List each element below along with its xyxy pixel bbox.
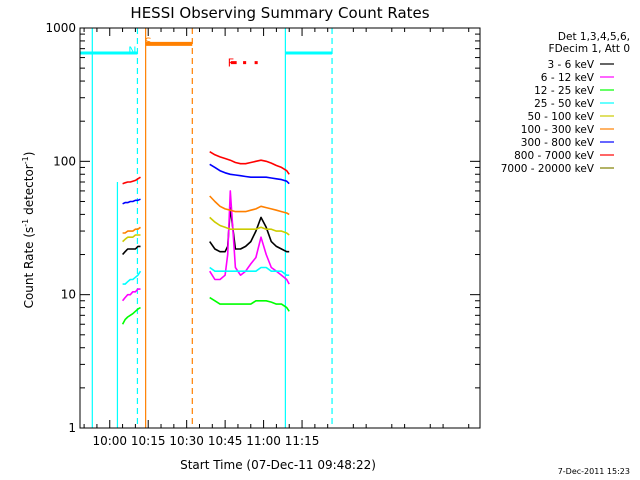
- series-line-7-segment2: [209, 151, 290, 175]
- series-line-4-segment2: [209, 216, 290, 236]
- legend-header-line2: FDecim 1, Att 0: [549, 43, 630, 55]
- series-line-2-segment1: [121, 306, 141, 325]
- y-axis-label-part1: Count Rate (s: [22, 227, 36, 309]
- series-line-6-segment1: [122, 198, 141, 205]
- series-line-3-segment1: [122, 270, 142, 285]
- y-axis-label-sup2: -1: [21, 156, 30, 164]
- series-line-5-segment1: [122, 226, 141, 234]
- plot-frame: [79, 27, 481, 429]
- x-tick-label-0: 10:00: [92, 434, 127, 448]
- timestamp-stamp: 7-Dec-2011 15:23: [558, 467, 630, 476]
- series-layer: [121, 151, 290, 325]
- bars-layer: [80, 41, 333, 65]
- series-line-2-segment2: [209, 296, 290, 312]
- series-line-5-segment2: [209, 195, 290, 216]
- x-tick-label-1: 10:15: [131, 434, 166, 448]
- series-line-0-segment1: [122, 245, 141, 256]
- series-line-1-segment1: [121, 288, 141, 302]
- series-line-6-segment2: [209, 163, 290, 185]
- series-line-0-segment2: [209, 206, 290, 253]
- series-line-1-segment2: [209, 190, 290, 285]
- y-tick-label-2: 100: [53, 154, 76, 168]
- legend-label-2: 12 - 25 keV: [534, 85, 595, 97]
- legend: Det 1,3,4,5,6, FDecim 1, Att 0 3 - 6 keV…: [501, 31, 630, 175]
- legend-header-line1: Det 1,3,4,5,6,: [558, 31, 630, 43]
- y-axis-label-sup1: -1: [21, 219, 30, 227]
- marker-f: F: [228, 57, 234, 70]
- legend-label-0: 3 - 6 keV: [547, 59, 594, 71]
- legend-label-3: 25 - 50 keV: [534, 98, 595, 110]
- series-line-3-segment2: [209, 266, 290, 277]
- y-axis-label-part3: ): [22, 152, 36, 157]
- legend-label-7: 800 - 7000 keV: [514, 150, 595, 162]
- y-tick-label-1: 10: [61, 288, 76, 302]
- y-tick-label-3: 1000: [45, 21, 76, 35]
- x-tick-label-5: 11:15: [285, 434, 320, 448]
- marker-n: N: [128, 44, 136, 57]
- legend-label-5: 100 - 300 keV: [521, 124, 595, 136]
- series-line-4-segment1: [122, 234, 141, 243]
- y-axis-label-part2: detector: [22, 164, 36, 219]
- x-axis-label: Start Time (07-Dec-11 09:48:22): [180, 458, 376, 472]
- legend-label-8: 7000 - 20000 keV: [501, 163, 595, 175]
- marker-s: S: [145, 36, 152, 49]
- x-tick-label-2: 10:30: [169, 434, 204, 448]
- x-tick-label-4: 11:00: [246, 434, 281, 448]
- x-axis: 10:00 10:15 10:30 10:45 11:00 11:15: [83, 28, 470, 448]
- y-axis-label: Count Rate (s-1 detector-1): [21, 152, 36, 309]
- chart-title: HESSI Observing Summary Count Rates: [130, 4, 429, 22]
- y-axis: 1 10 100 1000: [45, 21, 480, 435]
- event-lines-layer: [91, 28, 333, 428]
- x-tick-label-3: 10:45: [208, 434, 243, 448]
- legend-label-6: 300 - 800 keV: [521, 137, 595, 149]
- y-tick-label-0: 1: [68, 421, 76, 435]
- legend-label-4: 50 - 100 keV: [527, 111, 594, 123]
- series-line-7-segment1: [122, 176, 141, 185]
- legend-label-1: 6 - 12 keV: [541, 72, 595, 84]
- markers-layer: NS F: [128, 36, 234, 70]
